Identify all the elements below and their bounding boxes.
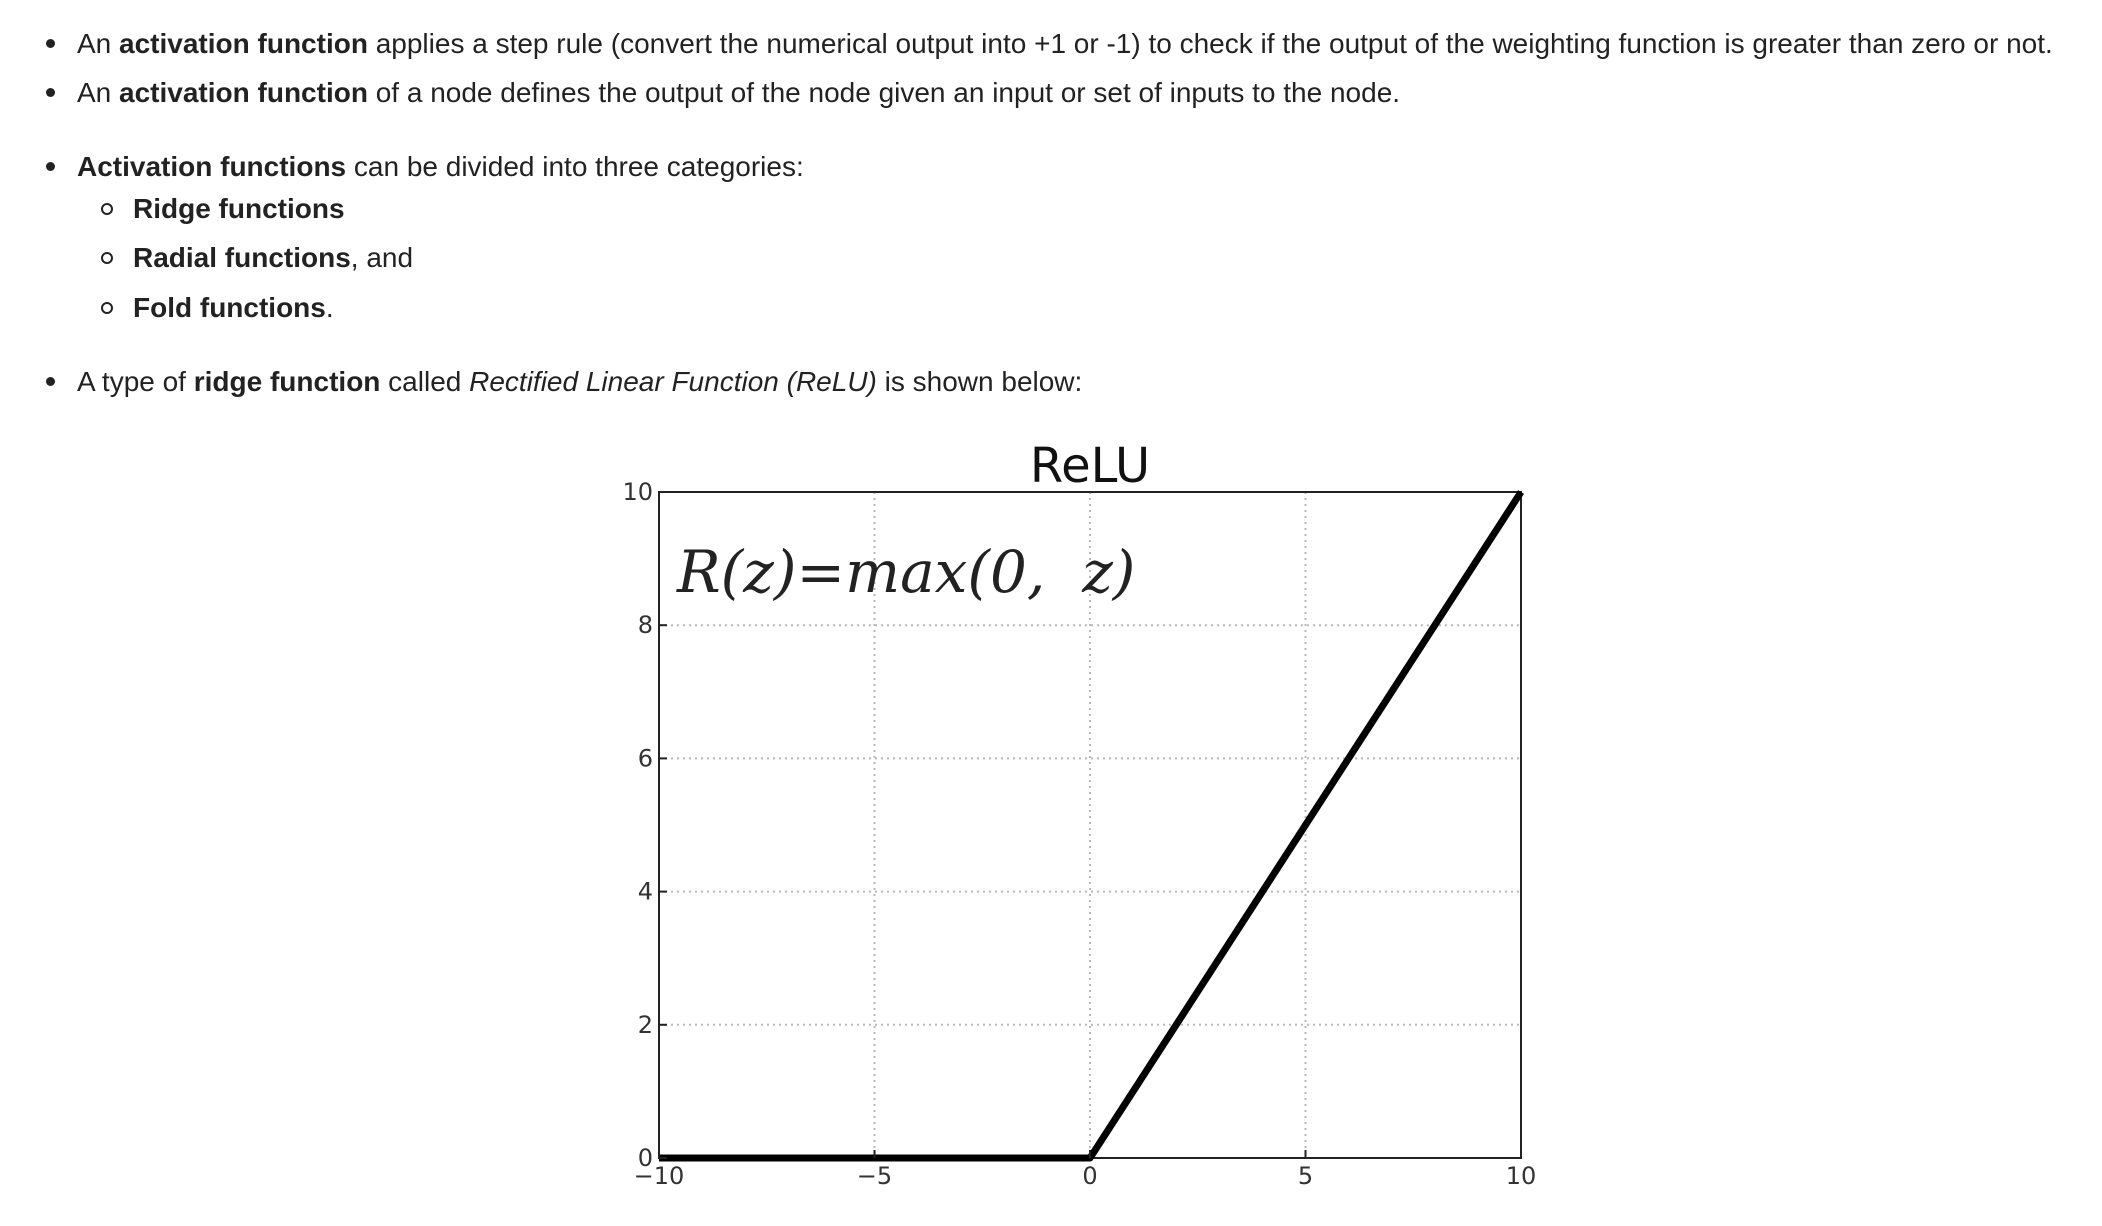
term-relu: Rectified Linear Function (ReLU) [469,366,877,397]
text: called [380,366,470,397]
sub-item-ridge-functions: Ridge functions [133,189,345,229]
text: can be divided into three categories: [346,151,804,182]
bullet-activation-categories: Activation functions can be divided into… [77,147,804,187]
term-fold-functions: Fold functions [133,292,326,323]
term-activation-function: activation function [119,28,368,59]
text: . [325,292,334,323]
sub-item-radial-functions: Radial functions, and [133,238,413,278]
x-tick-label: −10 [634,1162,685,1190]
term-activation-functions: Activation functions [77,151,347,182]
sub-bullet-circle [101,302,113,314]
bullet-dot [46,377,55,386]
bullet-dot [46,162,55,171]
text: of a node defines the output of the node… [367,77,1401,108]
sub-bullet-circle [101,203,113,215]
x-tick-label: −5 [857,1162,892,1190]
x-tick-label: 10 [1506,1162,1537,1190]
x-tick-label: 0 [1082,1162,1097,1190]
term-ridge-function: ridge function [193,366,381,397]
x-tick-label: 5 [1298,1162,1313,1190]
relu-chart: −10 −5 0 5 10 0 2 4 6 8 10 ReLU R(z)=max(0, z) [622,440,1536,1190]
text: is shown below: [876,366,1083,397]
chart-title: ReLU [1030,440,1150,494]
text: A type of [77,366,194,397]
bullet-relu-intro: A type of ridge function called Rectifie… [77,362,1082,402]
term-ridge-functions: Ridge functions [133,193,345,224]
text: An [77,77,120,108]
text: An [77,28,120,59]
sub-bullet-circle [101,252,113,264]
bullet-dot [46,39,55,48]
bullet-activation-step-rule: An activation function applies a step ru… [77,24,2053,64]
y-tick-label: 2 [638,1011,653,1039]
chart-annotation-formula: R(z)=max(0, z) [676,538,1135,606]
y-tick-label: 8 [638,611,653,639]
text: applies a step rule (convert the numeric… [367,28,2053,59]
chart-ticks: −10 −5 0 5 10 0 2 4 6 8 10 [622,478,1536,1190]
bullet-dot [46,88,55,97]
y-tick-label: 10 [622,478,653,506]
sub-item-fold-functions: Fold functions. [133,288,334,328]
bullet-activation-node-output: An activation function of a node defines… [77,73,1400,113]
term-activation-function: activation function [119,77,368,108]
y-tick-label: 4 [638,878,653,906]
term-radial-functions: Radial functions [133,242,351,273]
text: , and [350,242,414,273]
y-tick-label: 0 [638,1144,653,1172]
y-tick-label: 6 [638,744,653,772]
